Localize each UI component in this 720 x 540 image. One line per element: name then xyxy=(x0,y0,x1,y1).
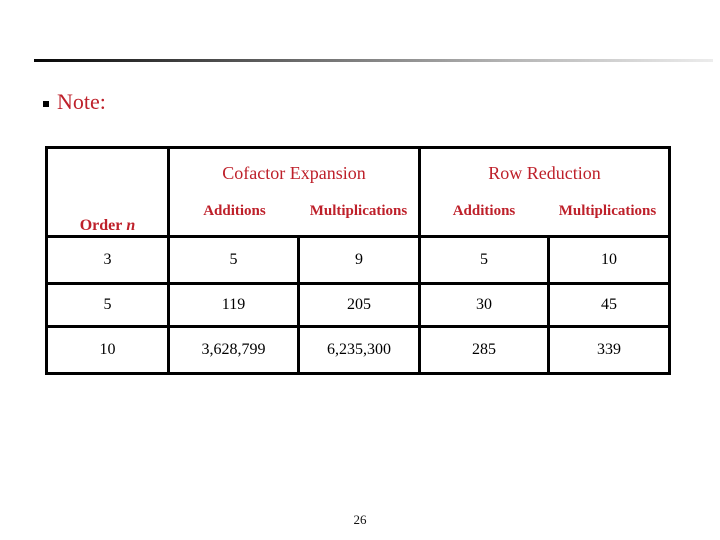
cofactor-expansion-title: Cofactor Expansion xyxy=(222,163,366,183)
cofactor-multiplications-value: 205 xyxy=(297,282,421,328)
cofactor-additions-value: 3,628,799 xyxy=(167,325,300,375)
row-reduction-header-cell: Row Reduction Additions Multiplications xyxy=(418,146,671,238)
note-label: Note: xyxy=(57,89,106,114)
order-value: 5 xyxy=(45,282,170,328)
rowreduction-additions-value: 285 xyxy=(418,325,550,375)
page-number: 26 xyxy=(353,512,367,527)
table-row: 3 5 9 5 10 xyxy=(45,235,671,285)
table-header-row: Order n Cofactor Expansion Additions Mul… xyxy=(45,146,671,238)
rowreduction-additions-value: 30 xyxy=(418,282,550,328)
rowreduction-multiplications-value: 45 xyxy=(547,282,671,328)
cofactor-multiplications-header: Multiplications xyxy=(309,203,408,219)
bullet-square-icon xyxy=(43,100,49,107)
order-label: Order xyxy=(79,217,123,234)
order-header-cell: Order n xyxy=(45,146,170,238)
table-row: 10 3,628,799 6,235,300 285 339 xyxy=(45,325,671,375)
rowreduction-multiplications-value: 10 xyxy=(547,235,671,285)
order-value: 3 xyxy=(45,235,170,285)
note-heading: Note: xyxy=(43,89,106,114)
rowreduction-multiplications-header: Multiplications xyxy=(558,203,657,219)
cofactor-additions-header: Additions xyxy=(203,203,266,219)
table-row: 5 119 205 30 45 xyxy=(45,282,671,328)
cofactor-additions-value: 5 xyxy=(167,235,300,285)
cofactor-additions-value: 119 xyxy=(167,282,300,328)
rowreduction-additions-header: Additions xyxy=(452,203,516,219)
top-divider-rule xyxy=(34,59,713,62)
rowreduction-multiplications-value: 339 xyxy=(547,325,671,375)
cost-comparison-table: Order n Cofactor Expansion Additions Mul… xyxy=(45,146,671,375)
cofactor-multiplications-value: 9 xyxy=(297,235,421,285)
row-reduction-title: Row Reduction xyxy=(488,163,601,183)
order-variable: n xyxy=(126,217,136,234)
cofactor-multiplications-value: 6,235,300 xyxy=(297,325,421,375)
order-value: 10 xyxy=(45,325,170,375)
cofactor-expansion-header-cell: Cofactor Expansion Additions Multiplicat… xyxy=(167,146,421,238)
rowreduction-additions-value: 5 xyxy=(418,235,550,285)
